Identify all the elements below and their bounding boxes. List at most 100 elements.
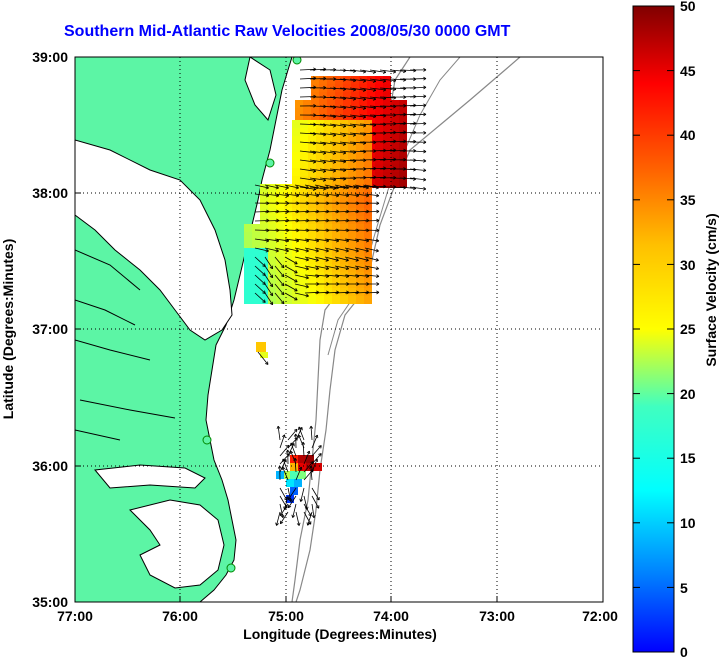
- velocity-arrow: [304, 265, 319, 270]
- velocity-arrowhead: [372, 98, 377, 101]
- velocity-arrow: [339, 87, 356, 91]
- velocity-arrowhead: [403, 112, 407, 115]
- velocity-arrow: [292, 503, 297, 518]
- velocity-cell: [364, 232, 372, 240]
- velocity-arrowhead: [335, 195, 340, 198]
- velocity-arrowhead: [316, 202, 320, 206]
- velocity-cell: [319, 92, 327, 100]
- velocity-arrow: [344, 184, 359, 189]
- velocity-cell: [359, 76, 367, 84]
- velocity-arrowhead: [366, 276, 370, 279]
- velocity-arrow: [364, 238, 379, 242]
- velocity-arrowhead: [362, 89, 366, 92]
- velocity-arrow: [302, 442, 305, 457]
- velocity-arrowhead: [323, 76, 327, 79]
- velocity-cell: [364, 240, 372, 248]
- velocity-cell: [292, 184, 300, 192]
- velocity-arrowhead: [423, 78, 427, 81]
- velocity-arrow: [399, 186, 416, 189]
- velocity-arrowhead: [393, 185, 397, 188]
- velocity-cell: [391, 148, 399, 156]
- velocity-arrowhead: [352, 143, 357, 146]
- velocity-arrow: [324, 193, 339, 197]
- velocity-cell: [300, 168, 308, 176]
- velocity-cell: [311, 76, 319, 84]
- velocity-cell: [284, 248, 292, 256]
- velocity-cell: [300, 224, 308, 232]
- velocity-cell: [276, 184, 284, 192]
- velocity-arrowhead: [282, 514, 285, 518]
- velocity-arrowhead: [333, 67, 337, 71]
- velocity-arrow: [354, 211, 370, 213]
- velocity-arrowhead: [298, 434, 302, 438]
- velocity-arrowhead: [335, 240, 340, 243]
- velocity-cell: [292, 288, 300, 296]
- velocity-cell: [348, 160, 356, 168]
- velocity-arrow: [303, 511, 312, 525]
- velocity-arrow: [303, 503, 312, 517]
- velocity-cell: [308, 256, 316, 264]
- velocity-cell: [364, 224, 372, 232]
- velocity-arrowhead: [362, 80, 367, 83]
- velocity-arrow: [324, 184, 339, 189]
- velocity-arrow: [359, 123, 376, 126]
- velocity-arrowhead: [393, 130, 397, 133]
- velocity-cell: [300, 240, 308, 248]
- velocity-arrowhead: [316, 276, 320, 279]
- velocity-cell: [300, 256, 308, 264]
- velocity-arrow: [310, 426, 313, 441]
- velocity-arrowhead: [346, 230, 350, 233]
- pamlico-sound: [129, 499, 225, 589]
- velocity-cell: [252, 264, 260, 272]
- velocity-arrowhead: [296, 523, 300, 526]
- velocity-arrow: [299, 141, 316, 144]
- velocity-cell: [316, 272, 324, 280]
- velocity-cell: [340, 240, 348, 248]
- velocity-arrow: [254, 256, 266, 267]
- velocity-arrow: [339, 105, 356, 109]
- velocity-cell: [332, 192, 340, 200]
- velocity-arrowhead: [343, 98, 347, 101]
- velocity-arrowhead: [336, 266, 339, 270]
- velocity-arrow: [409, 113, 427, 116]
- velocity-arrow: [329, 123, 346, 127]
- velocity-arrow: [279, 445, 290, 457]
- velocity-arrowhead: [403, 96, 407, 100]
- velocity-arrowhead: [365, 240, 370, 243]
- velocity-arrowhead: [285, 240, 290, 243]
- velocity-arrow: [319, 177, 336, 181]
- velocity-arrow: [303, 450, 310, 465]
- velocity-arrowhead: [292, 515, 296, 518]
- velocity-cell: [356, 200, 364, 208]
- velocity-arrowhead: [346, 258, 349, 261]
- colorbar-tick-label: 25: [680, 321, 696, 337]
- velocity-arrowhead: [423, 113, 427, 117]
- velocity-cell: [348, 184, 356, 192]
- velocity-arrowhead: [352, 89, 357, 92]
- velocity-arrowhead: [383, 184, 387, 187]
- velocity-cell: [268, 240, 276, 248]
- velocity-arrow: [364, 211, 380, 213]
- velocity-arrow: [282, 466, 289, 481]
- velocity-arrowhead: [383, 175, 387, 178]
- velocity-arrowhead: [313, 85, 317, 88]
- velocity-arrow: [309, 78, 327, 80]
- velocity-arrowhead: [310, 425, 314, 429]
- velocity-cell: [276, 232, 284, 240]
- velocity-arrowhead: [393, 148, 397, 151]
- velocity-arrowhead: [392, 71, 397, 74]
- velocity-arrowhead: [332, 153, 336, 155]
- velocity-arrowhead: [290, 498, 293, 502]
- velocity-cell: [335, 100, 343, 108]
- velocity-arrowhead: [316, 209, 320, 212]
- velocity-arrowhead: [269, 267, 273, 270]
- velocity-cell: [244, 256, 252, 264]
- velocity-arrow: [409, 186, 426, 190]
- velocity-cell: [292, 128, 300, 136]
- velocity-arrow: [284, 184, 299, 189]
- velocity-cell: [332, 120, 340, 128]
- velocity-arrowhead: [356, 230, 360, 233]
- velocity-arrow: [287, 487, 292, 502]
- velocity-arrow: [294, 292, 309, 297]
- velocity-arrowhead: [269, 285, 273, 288]
